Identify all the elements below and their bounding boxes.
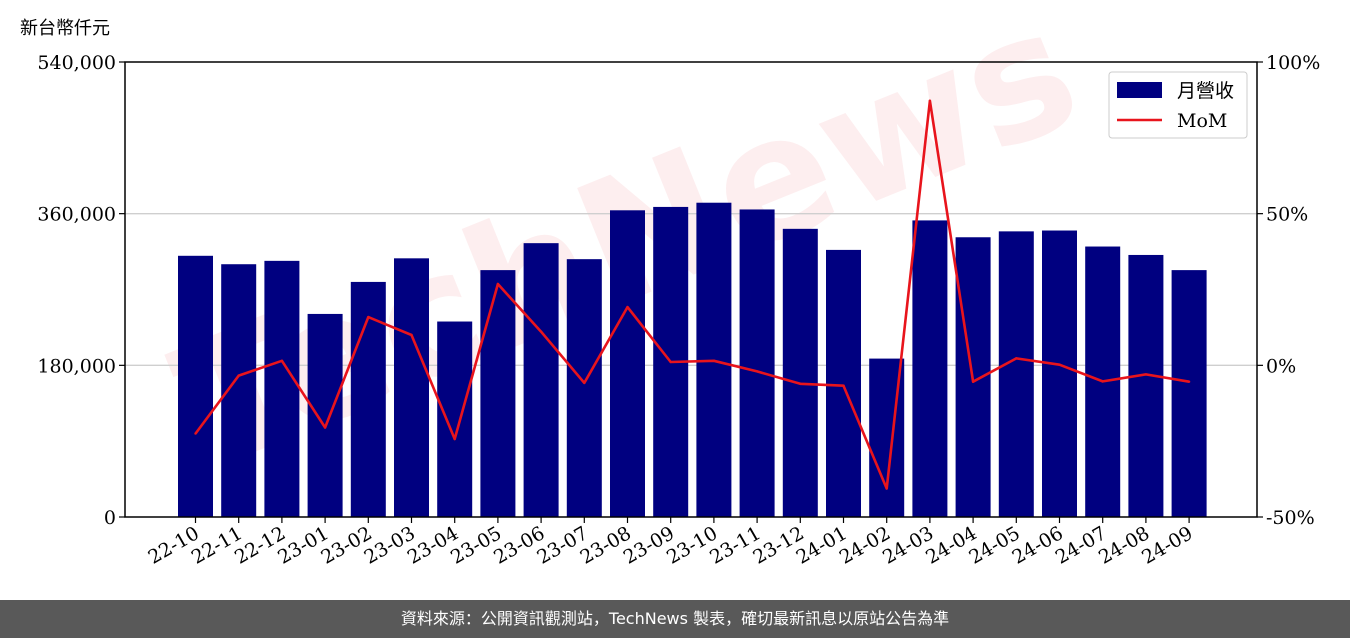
mom-point-23-09 — [669, 360, 672, 364]
right-tick-label-3: 100% — [1266, 52, 1320, 74]
mom-line — [194, 99, 1190, 490]
legend-label-revenue: 月營收 — [1177, 80, 1234, 102]
mom-point-23-03 — [410, 333, 413, 337]
legend-bar-swatch — [1117, 82, 1162, 98]
right-tick-label-1: 0% — [1266, 355, 1296, 377]
bar-23-01 — [307, 313, 343, 517]
mom-point-24-01 — [842, 384, 845, 387]
bar-23-05 — [480, 270, 516, 517]
bar-23-07 — [566, 259, 602, 517]
left-tick-label-2: 360,000 — [37, 204, 116, 226]
left-tick-label-0: 0 — [104, 507, 116, 529]
mom-point-23-04 — [453, 437, 456, 441]
bar-22-12 — [264, 260, 300, 517]
mom-point-23-05 — [496, 282, 500, 286]
bar-23-12 — [782, 228, 818, 518]
mom-point-23-08 — [626, 305, 629, 309]
mom-point-24-06 — [1058, 363, 1061, 366]
bar-23-06 — [523, 243, 559, 517]
bar-22-10 — [178, 255, 213, 517]
left-tick-label-1: 180,000 — [37, 355, 116, 377]
mom-point-24-05 — [1015, 357, 1018, 360]
bar-24-09 — [1171, 270, 1207, 517]
mom-point-23-01 — [323, 426, 327, 429]
mom-point-22-10 — [194, 432, 197, 435]
left-tick-label-3: 540,000 — [37, 52, 116, 74]
bar-24-01 — [826, 249, 861, 518]
mom-point-24-07 — [1101, 380, 1104, 383]
mom-point-23-06 — [539, 330, 543, 333]
source-footer: 資料來源：公開資訊觀測站，TechNews 製表，確切最新訊息以原站公告為準 — [0, 600, 1350, 638]
revenue-chart: TechNews 0180,000360,000540,000-50%0%50%… — [37, 0, 1320, 569]
mom-point-23-11 — [755, 370, 759, 373]
bar-23-03 — [394, 258, 429, 517]
mom-point-23-10 — [712, 359, 716, 362]
mom-point-24-04 — [971, 380, 975, 383]
bar-23-11 — [739, 209, 775, 517]
mom-point-23-02 — [367, 315, 370, 319]
x-tick-label-24-09: 24-09 — [1138, 522, 1196, 568]
mom-point-22-11 — [237, 374, 240, 377]
mom-point-24-03 — [928, 99, 932, 103]
mom-point-22-12 — [280, 359, 284, 362]
mom-point-23-07 — [583, 381, 586, 385]
bar-24-08 — [1128, 254, 1164, 517]
bar-23-08 — [610, 210, 645, 517]
mom-point-24-02 — [885, 487, 888, 490]
mom-point-24-08 — [1144, 373, 1148, 376]
mom-point-23-12 — [799, 382, 802, 386]
legend-label-mom: MoM — [1177, 110, 1227, 132]
bar-24-03 — [912, 220, 948, 517]
right-tick-label-0: -50% — [1266, 507, 1315, 529]
bar-24-06 — [1042, 230, 1077, 517]
mom-point-24-09 — [1187, 380, 1191, 383]
plot-frame — [124, 61, 1258, 518]
bar-23-04 — [437, 321, 473, 517]
y-axis-unit-label: 新台幣仟元 — [20, 18, 110, 39]
bar-24-05 — [998, 231, 1034, 517]
right-tick-label-2: 50% — [1266, 204, 1308, 226]
